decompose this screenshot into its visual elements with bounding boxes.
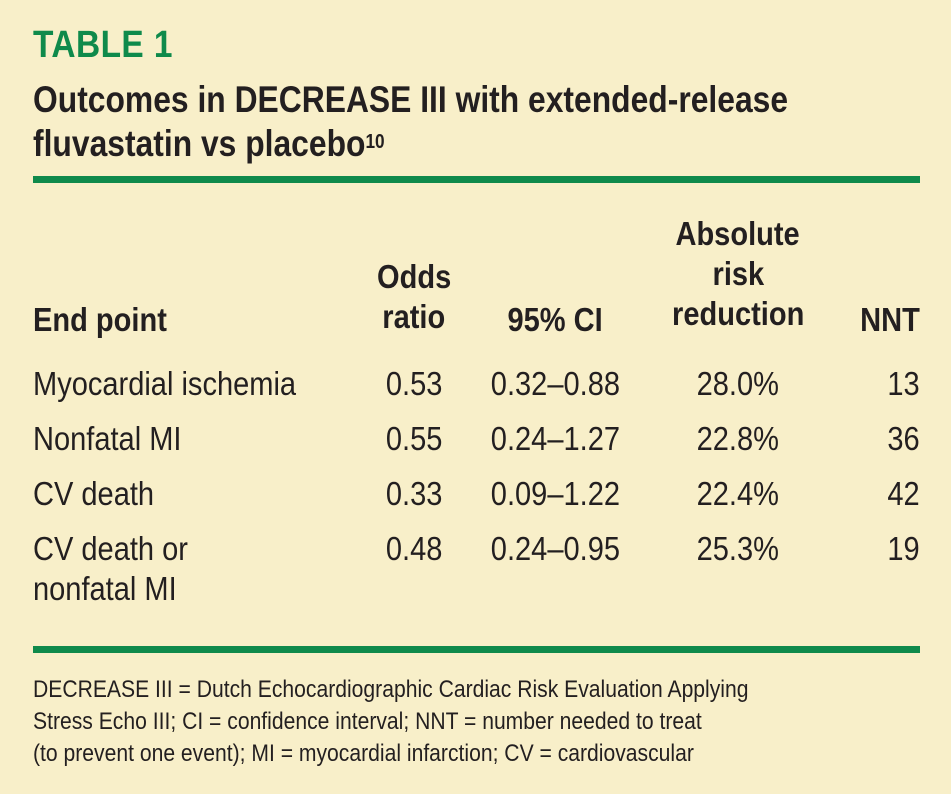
header-odds-ratio-line-2: ratio	[382, 298, 446, 335]
header-nnt-label: NNT	[860, 301, 920, 338]
header-arr-line-1: Absolute	[675, 215, 801, 252]
table-label: TABLE 1	[33, 24, 173, 66]
row-arr: 22.8%	[696, 420, 780, 457]
row-nnt: 13	[887, 365, 920, 402]
row-end-point-continued: nonfatal MI	[33, 570, 177, 607]
header-ci: 95% CI	[475, 300, 635, 340]
row-nnt: 42	[887, 475, 920, 512]
row-nnt: 36	[887, 420, 920, 457]
header-odds-ratio-line-1: Odds	[376, 258, 452, 295]
row-odds-ratio: 0.33	[385, 475, 443, 512]
header-odds-ratio: Odds ratio	[349, 257, 479, 337]
row-nnt: 19	[887, 530, 920, 567]
footnote-line: Stress Echo III; CI = confidence interva…	[33, 708, 702, 735]
row-arr: 28.0%	[696, 365, 780, 402]
table-row: CV death 0.33 0.09–1.22 22.4% 42	[33, 474, 920, 514]
row-arr: 25.3%	[696, 530, 780, 567]
bottom-divider	[33, 646, 920, 653]
header-end-point-label: End point	[33, 301, 167, 338]
table-title: Outcomes in DECREASE III with extended-r…	[33, 78, 893, 166]
table-row: CV death or nonfatal MI 0.48 0.24–0.95 2…	[33, 529, 920, 609]
table-row: Myocardial ischemia 0.53 0.32–0.88 28.0%…	[33, 364, 920, 404]
row-ci: 0.09–1.22	[490, 475, 620, 512]
row-end-point: Myocardial ischemia	[33, 365, 297, 402]
header-ci-label: 95% CI	[507, 301, 603, 338]
header-arr-line-2: risk	[712, 255, 764, 292]
top-divider	[33, 176, 920, 183]
title-reference: 10	[365, 131, 385, 153]
row-ci: 0.24–0.95	[490, 530, 620, 567]
header-end-point: End point	[33, 300, 185, 340]
row-odds-ratio: 0.55	[385, 420, 443, 457]
row-ci: 0.24–1.27	[490, 420, 620, 457]
row-end-point: CV death or	[33, 530, 188, 567]
row-arr: 22.4%	[696, 475, 780, 512]
header-arr-line-3: reduction	[671, 295, 805, 332]
row-odds-ratio: 0.48	[385, 530, 443, 567]
row-end-point: CV death	[33, 475, 155, 512]
footnote-line: (to prevent one event); MI = myocardial …	[33, 740, 694, 767]
row-ci: 0.32–0.88	[490, 365, 620, 402]
footnote-line: DECREASE III = Dutch Echocardiographic C…	[33, 676, 749, 703]
row-end-point: Nonfatal MI	[33, 420, 182, 457]
table-row: Nonfatal MI 0.55 0.24–1.27 22.8% 36	[33, 419, 920, 459]
title-line-2: fluvastatin vs placebo10	[33, 122, 893, 166]
title-line-2-text: fluvastatin vs placebo	[33, 123, 366, 164]
title-line-1: Outcomes in DECREASE III with extended-r…	[33, 79, 789, 120]
header-absolute-risk-reduction: Absolute risk reduction	[643, 214, 833, 334]
header-nnt: NNT	[838, 300, 920, 340]
row-odds-ratio: 0.53	[385, 365, 443, 402]
footnote: DECREASE III = Dutch Echocardiographic C…	[33, 674, 913, 770]
